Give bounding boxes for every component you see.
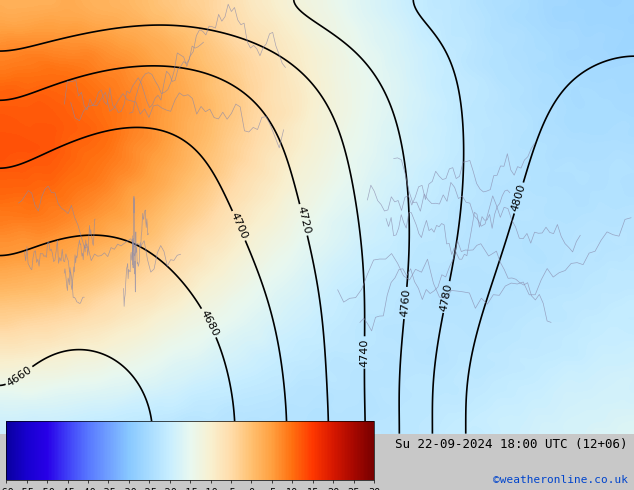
Text: 4780: 4780	[439, 282, 454, 312]
Text: 4720: 4720	[295, 205, 312, 235]
Text: Su 22-09-2024 18:00 UTC (12+06): Su 22-09-2024 18:00 UTC (12+06)	[395, 438, 628, 451]
Text: 4660: 4660	[5, 364, 34, 388]
Text: ©weatheronline.co.uk: ©weatheronline.co.uk	[493, 475, 628, 486]
Text: 4700: 4700	[229, 211, 249, 241]
Text: 4760: 4760	[399, 289, 411, 318]
Text: 4740: 4740	[359, 338, 370, 367]
Text: 4800: 4800	[510, 183, 527, 213]
Text: Height/Temp. 1 hPa [gdmp][°C] GFS: Height/Temp. 1 hPa [gdmp][°C] GFS	[6, 438, 254, 451]
Text: 4680: 4680	[198, 308, 220, 338]
